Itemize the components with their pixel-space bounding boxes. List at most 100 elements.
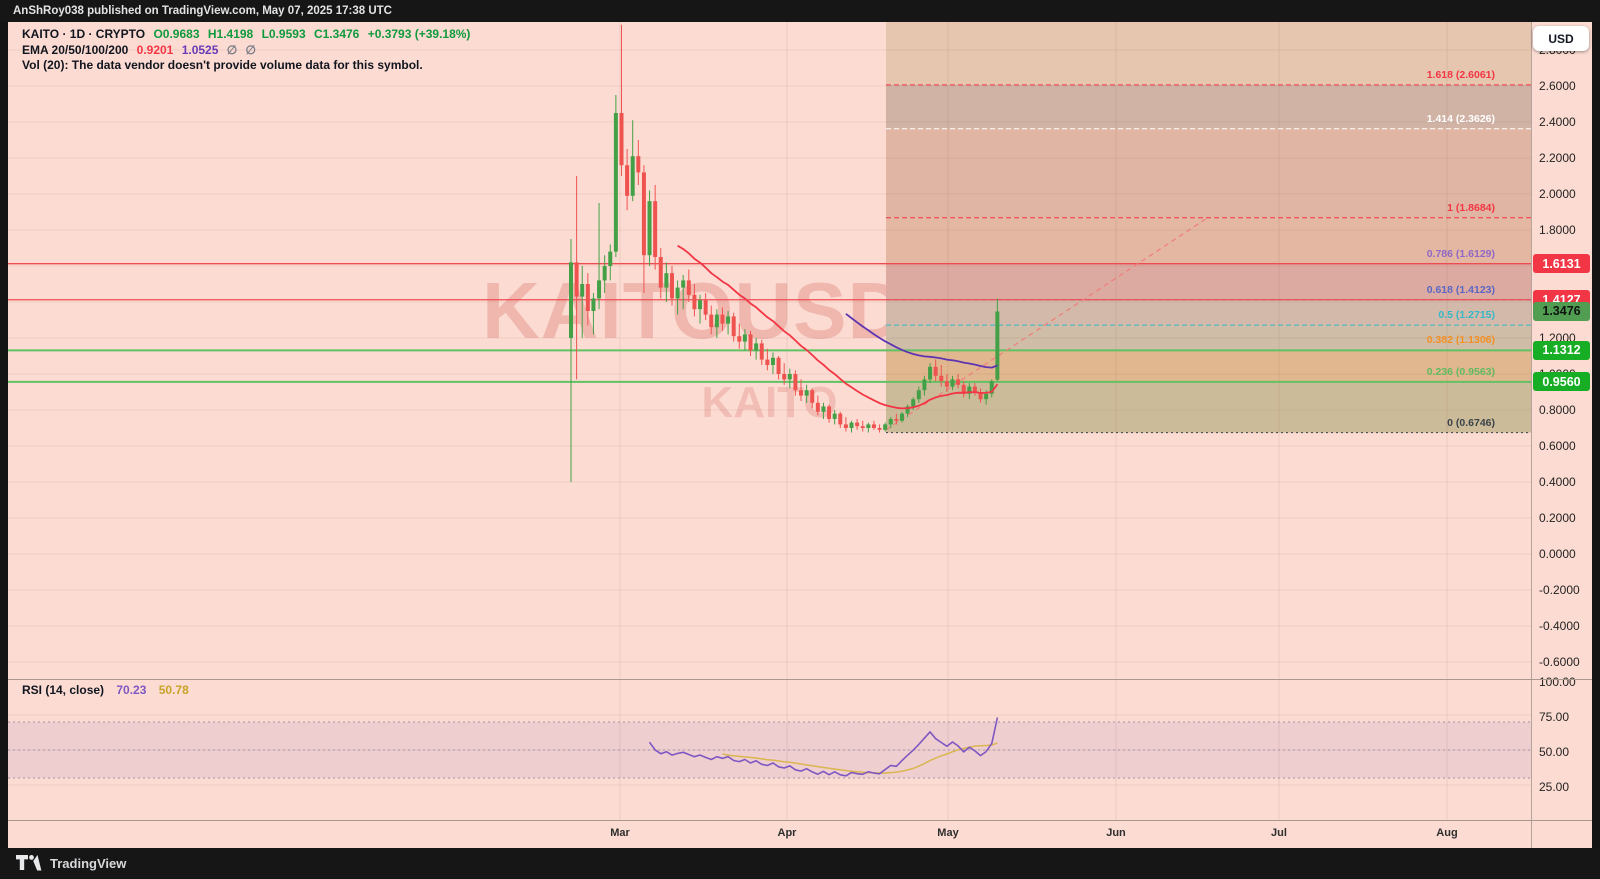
price-tick-label: 2.6000 (1539, 79, 1576, 93)
candle-body (754, 343, 759, 351)
candle-body (664, 273, 669, 288)
candle-body (625, 165, 630, 196)
candle-body (972, 386, 977, 392)
candle-body (883, 424, 888, 430)
rsi-legend-row[interactable]: RSI (14, close) 70.23 50.78 (22, 683, 189, 697)
ema50-value: 1.0525 (181, 42, 219, 57)
candle-body (911, 399, 916, 407)
candle-body (686, 280, 691, 295)
candlestick-chart[interactable] (8, 22, 1531, 848)
candle-body (720, 314, 725, 324)
ema-legend-row[interactable]: EMA 20/50/100/200 0.9201 1.0525 ∅ ∅ (22, 43, 475, 59)
candle-body (855, 422, 860, 427)
volume-message: Vol (20): The data vendor doesn't provid… (22, 58, 423, 72)
ohlc-open: O0.9683 (153, 27, 200, 41)
candle-body (585, 284, 590, 311)
candle-body (905, 406, 910, 414)
rsi-ma-line[interactable] (722, 742, 998, 774)
volume-legend-row[interactable]: Vol (20): The data vendor doesn't provid… (22, 58, 475, 74)
tradingview-brand[interactable]: TradingView (50, 856, 127, 871)
candle-body (692, 294, 697, 310)
ema20-line[interactable] (677, 244, 999, 410)
candle-body (698, 300, 703, 310)
fib-band (886, 263, 1531, 300)
candle-body (737, 336, 742, 342)
candle-body (939, 375, 944, 382)
price-flag[interactable]: 1.3476 (1533, 301, 1590, 321)
price-tick-label: 75.00 (1539, 710, 1570, 724)
fib-band (886, 381, 1531, 433)
price-flag[interactable]: 0.9560 (1533, 372, 1590, 392)
candle-body (793, 374, 798, 391)
price-tick-label: -0.6000 (1539, 655, 1580, 669)
candle-body (591, 298, 596, 311)
price-flag[interactable]: 1.1312 (1533, 340, 1590, 360)
candle-body (933, 366, 938, 376)
candle-body (916, 390, 921, 400)
candle-body (597, 280, 602, 299)
rsi-ma-value: 50.78 (158, 683, 189, 697)
ema200-value: ∅ (245, 42, 256, 57)
price-flag[interactable]: 1.6131 (1533, 254, 1590, 274)
candle-body (776, 357, 781, 374)
indicator-legend: KAITO · 1D · CRYPTO O0.9683 H1.4198 L0.9… (22, 27, 475, 74)
axis-separator (8, 820, 1592, 821)
price-tick-label: 25.00 (1539, 780, 1570, 794)
candle-body (838, 413, 843, 425)
fib-band (886, 325, 1531, 351)
candle-body (714, 314, 719, 328)
price-tick-label: 0.2000 (1539, 511, 1576, 525)
candle-body (647, 201, 652, 256)
publish-text: AnShRoy038 published on TradingView.com,… (13, 5, 392, 17)
candle-body (675, 287, 680, 299)
candle-body (759, 343, 764, 360)
fib-band (886, 22, 1531, 85)
candle-body (984, 393, 989, 400)
candle-body (967, 386, 972, 394)
candle-body (821, 406, 826, 412)
candles-layer[interactable] (569, 24, 1000, 482)
publish-bar: AnShRoy038 published on TradingView.com,… (0, 0, 1600, 22)
price-tick-label: 0.6000 (1539, 439, 1576, 453)
ema50-line[interactable] (845, 313, 998, 369)
price-tick-label: 1.8000 (1539, 223, 1576, 237)
scale-border (1531, 22, 1532, 848)
candle-body (866, 424, 871, 428)
candle-body (669, 273, 674, 299)
symbol-ohlc-row[interactable]: KAITO · 1D · CRYPTO O0.9683 H1.4198 L0.9… (22, 27, 475, 43)
candle-body (574, 262, 579, 297)
candle-body (899, 413, 904, 421)
candle-body (989, 381, 994, 394)
time-axis-label: Jul (1271, 827, 1287, 839)
rsi-title: RSI (14, close) (22, 683, 105, 697)
time-axis[interactable]: Mar Apr May Jun Jul Aug (8, 820, 1531, 848)
chart-plot-area[interactable]: KAITOUSD, 1D KAITO KAITO · 1D · CRYPTO O… (8, 22, 1531, 848)
candle-body (641, 172, 646, 256)
price-tick-label: 2.2000 (1539, 151, 1576, 165)
footer-bar: TradingView (0, 848, 1600, 879)
candle-body (787, 374, 792, 380)
pane-separator[interactable] (8, 679, 1592, 680)
ohlc-high: H1.4198 (207, 27, 254, 41)
candle-body (619, 113, 624, 166)
ema-title: EMA 20/50/100/200 (22, 42, 129, 57)
fib-band (886, 299, 1531, 326)
candle-body (849, 422, 854, 428)
candle-body (871, 424, 876, 428)
currency-button[interactable]: USD (1533, 26, 1589, 51)
fib-band (886, 217, 1531, 264)
price-scale[interactable]: USD 2.80002.60002.40002.20002.00001.8000… (1532, 22, 1592, 848)
price-tick-label: -0.2000 (1539, 583, 1580, 597)
candle-body (827, 406, 832, 419)
ohlc-change: +0.3793 (+39.18%) (367, 27, 471, 41)
candle-body (894, 419, 899, 421)
rsi-line[interactable] (648, 717, 999, 777)
ohlc-close: C1.3476 (313, 27, 360, 41)
candle-body (810, 390, 815, 403)
candle-body (658, 257, 663, 288)
time-axis-label: Mar (610, 827, 630, 839)
rsi-value: 70.23 (116, 683, 147, 697)
trendline[interactable] (885, 218, 1207, 431)
candle-body (709, 314, 714, 328)
candle-body (799, 390, 804, 396)
